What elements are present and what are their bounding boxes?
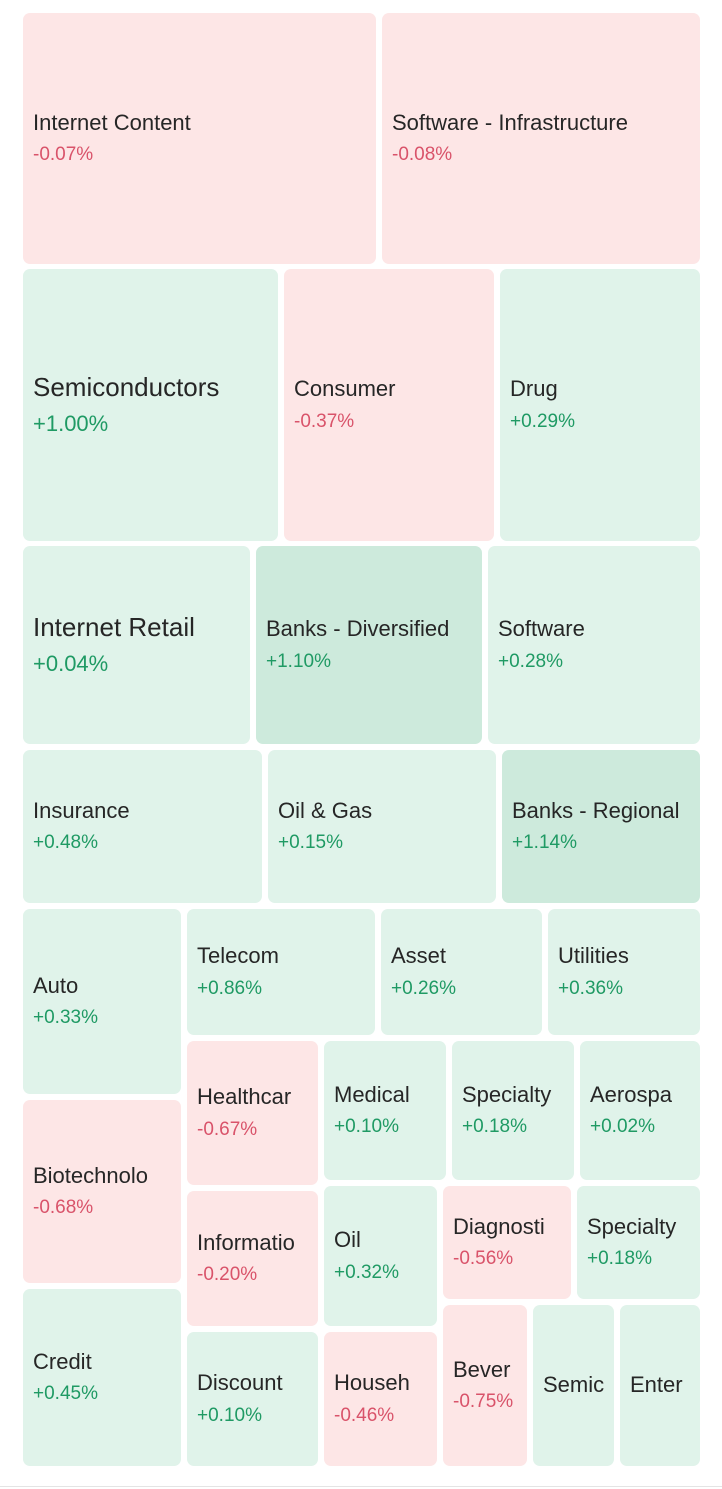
tile-label: Utilities — [558, 943, 629, 969]
tile-change: +0.10% — [334, 1116, 399, 1138]
tile-change: +0.32% — [334, 1261, 399, 1283]
tile-change: +0.10% — [197, 1404, 262, 1426]
tile-label: Enter — [630, 1372, 683, 1398]
tile-label: Oil & Gas — [278, 797, 373, 823]
tile-change: +0.33% — [33, 1007, 98, 1029]
tile-label: Specialty — [587, 1213, 677, 1239]
tile-change: +0.18% — [462, 1116, 527, 1138]
tile-change: +0.02% — [590, 1116, 655, 1138]
tile-label: Househ — [334, 1370, 410, 1396]
tile-label: Oil — [334, 1227, 361, 1253]
tile-change: +0.48% — [33, 832, 98, 854]
tile-change: -0.08% — [392, 144, 453, 166]
tile-change: -0.07% — [33, 144, 94, 166]
tile-change: +1.14% — [512, 832, 577, 854]
tile-specialty-18[interactable]: Specialty +0.18% — [452, 1041, 574, 1180]
tile-oil-and-gas-9[interactable]: Oil & Gas +0.15% — [268, 750, 496, 903]
tile-change: -0.56% — [453, 1248, 514, 1270]
tile-label: Telecom — [197, 943, 279, 969]
tile-biotechnolo-15[interactable]: Biotechnolo -0.68% — [23, 1100, 181, 1283]
tile-oil-21[interactable]: Oil +0.32% — [324, 1186, 437, 1326]
tile-label: Semic — [543, 1372, 605, 1398]
tile-label: Software - Infrastructure — [392, 109, 628, 135]
tile-drug-4[interactable]: Drug +0.29% — [500, 269, 700, 541]
tile-change: +0.15% — [278, 832, 343, 854]
tile-label: Banks - Diversified — [266, 616, 450, 642]
tile-bever-27[interactable]: Bever -0.75% — [443, 1305, 527, 1466]
tile-internet-content-0[interactable]: Internet Content -0.07% — [23, 13, 376, 264]
tile-change: -0.68% — [33, 1197, 94, 1219]
tile-utilities-14[interactable]: Utilities +0.36% — [548, 909, 700, 1035]
tile-diagnosti-22[interactable]: Diagnosti -0.56% — [443, 1186, 571, 1299]
tile-internet-retail-5[interactable]: Internet Retail +0.04% — [23, 546, 250, 744]
bottom-divider — [0, 1486, 722, 1487]
tile-discount-25[interactable]: Discount +0.10% — [187, 1332, 318, 1466]
tile-label: Medical — [334, 1081, 410, 1107]
tile-label: Healthcar — [197, 1084, 292, 1110]
tile-change: +0.29% — [510, 410, 575, 432]
tile-househ-26[interactable]: Househ -0.46% — [324, 1332, 437, 1466]
tile-medical-17[interactable]: Medical +0.10% — [324, 1041, 446, 1180]
tile-change: +1.00% — [33, 411, 109, 437]
tile-change: +0.28% — [498, 650, 563, 672]
tile-consumer-3[interactable]: Consumer -0.37% — [284, 269, 494, 541]
tile-credit-24[interactable]: Credit +0.45% — [23, 1289, 181, 1466]
tile-aerospa-19[interactable]: Aerospa +0.02% — [580, 1041, 700, 1180]
tile-label: Software — [498, 616, 585, 642]
tile-label: Diagnosti — [453, 1213, 545, 1239]
tile-informatio-20[interactable]: Informatio -0.20% — [187, 1191, 318, 1326]
tile-label: Asset — [391, 943, 447, 969]
tile-change: -0.20% — [197, 1264, 258, 1286]
tile-change: -0.46% — [334, 1404, 395, 1426]
tile-banks-diversified-6[interactable]: Banks - Diversified +1.10% — [256, 546, 482, 744]
tile-change: +0.18% — [587, 1248, 652, 1270]
tile-label: Consumer — [294, 376, 396, 402]
tile-change: -0.37% — [294, 410, 355, 432]
tile-semiconductors-2[interactable]: Semiconductors +1.00% — [23, 269, 278, 541]
tile-software-7[interactable]: Software +0.28% — [488, 546, 700, 744]
tile-asset-13[interactable]: Asset +0.26% — [381, 909, 542, 1035]
tile-telecom-12[interactable]: Telecom +0.86% — [187, 909, 375, 1035]
tile-software-infrastructure-1[interactable]: Software - Infrastructure -0.08% — [382, 13, 700, 264]
tile-auto-11[interactable]: Auto +0.33% — [23, 909, 181, 1094]
tile-label: Aerospa — [590, 1081, 672, 1107]
tile-label: Credit — [33, 1348, 92, 1374]
tile-label: Internet Content — [33, 109, 191, 135]
tile-label: Banks - Regional — [512, 797, 680, 823]
tile-change: +0.04% — [33, 651, 109, 677]
tile-specialty-23[interactable]: Specialty +0.18% — [577, 1186, 700, 1299]
tile-banks-regional-10[interactable]: Banks - Regional +1.14% — [502, 750, 700, 903]
tile-label: Insurance — [33, 797, 130, 823]
tile-change: -0.75% — [453, 1391, 514, 1413]
tile-label: Drug — [510, 376, 558, 402]
tile-semic-28[interactable]: Semic — [533, 1305, 614, 1466]
tile-change: +0.26% — [391, 977, 456, 999]
tile-label: Semiconductors — [33, 372, 220, 403]
tile-label: Auto — [33, 972, 79, 998]
tile-change: +0.86% — [197, 977, 262, 999]
tile-label: Internet Retail — [33, 612, 195, 643]
tile-insurance-8[interactable]: Insurance +0.48% — [23, 750, 262, 903]
tile-label: Bever — [453, 1356, 511, 1382]
tile-change: +1.10% — [266, 650, 331, 672]
tile-change: -0.67% — [197, 1118, 258, 1140]
tile-enter-29[interactable]: Enter — [620, 1305, 700, 1466]
tile-label: Informatio — [197, 1229, 295, 1255]
tile-change: +0.45% — [33, 1383, 98, 1405]
tile-change: +0.36% — [558, 977, 623, 999]
tile-label: Biotechnolo — [33, 1162, 148, 1188]
tile-label: Specialty — [462, 1081, 552, 1107]
tile-label: Discount — [197, 1370, 283, 1396]
tile-healthcar-16[interactable]: Healthcar -0.67% — [187, 1041, 318, 1185]
